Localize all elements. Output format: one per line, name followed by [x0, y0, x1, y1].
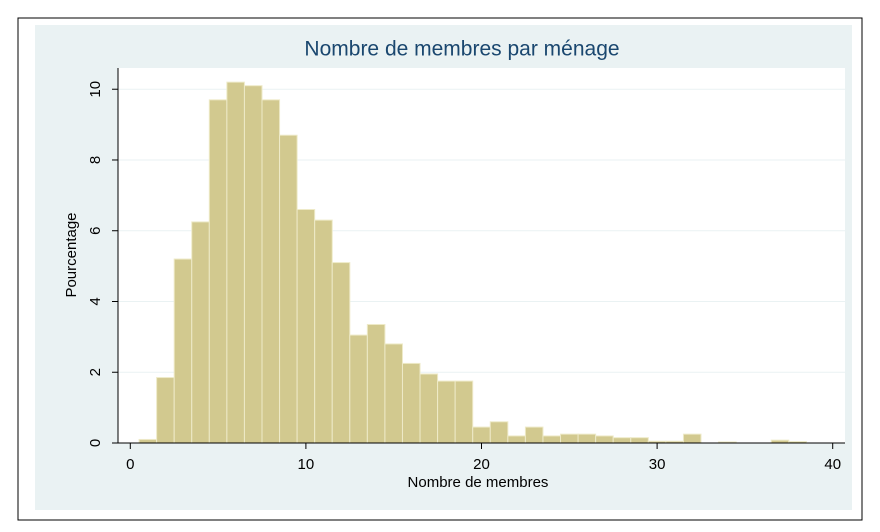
- x-tick-label: 40: [824, 456, 841, 473]
- y-tick-label: 2: [87, 368, 104, 376]
- bar: [296, 209, 316, 444]
- x-tick-label: 20: [473, 456, 490, 473]
- bar: [156, 377, 175, 444]
- bar: [507, 435, 526, 444]
- bar: [173, 258, 193, 444]
- bar: [208, 99, 228, 444]
- y-tick-label: 4: [87, 297, 104, 305]
- bar: [630, 437, 649, 444]
- x-tick-label: 30: [649, 456, 666, 473]
- bar: [331, 262, 351, 444]
- bar: [349, 334, 368, 444]
- bar: [384, 343, 403, 444]
- bar: [191, 221, 210, 444]
- y-tick-label: 8: [87, 156, 104, 164]
- bar: [542, 435, 562, 444]
- bar: [401, 362, 421, 444]
- y-axis-label: Pourcentage: [63, 212, 80, 297]
- bar: [419, 373, 439, 444]
- bar: [279, 134, 298, 444]
- bar: [243, 85, 263, 444]
- y-tick-label: 0: [87, 439, 104, 447]
- y-tick-label: 10: [87, 81, 104, 98]
- y-tick-label: 6: [87, 227, 104, 235]
- bar: [577, 433, 597, 444]
- bar: [454, 380, 474, 444]
- bar: [437, 380, 456, 444]
- bar: [612, 437, 632, 444]
- bar: [314, 219, 333, 444]
- bar: [595, 435, 614, 444]
- bar: [226, 81, 245, 444]
- bar: [138, 438, 158, 444]
- x-tick-label: 0: [126, 456, 134, 473]
- bar: [682, 433, 702, 444]
- chart-title: Nombre de membres par ménage: [304, 38, 619, 61]
- bar: [489, 421, 509, 444]
- x-tick-label: 10: [298, 456, 315, 473]
- x-axis-label: Nombre de membres: [408, 474, 549, 491]
- bar: [472, 426, 491, 444]
- bar: [560, 433, 579, 444]
- bar: [261, 99, 281, 444]
- bar: [524, 426, 544, 444]
- bar: [366, 323, 386, 444]
